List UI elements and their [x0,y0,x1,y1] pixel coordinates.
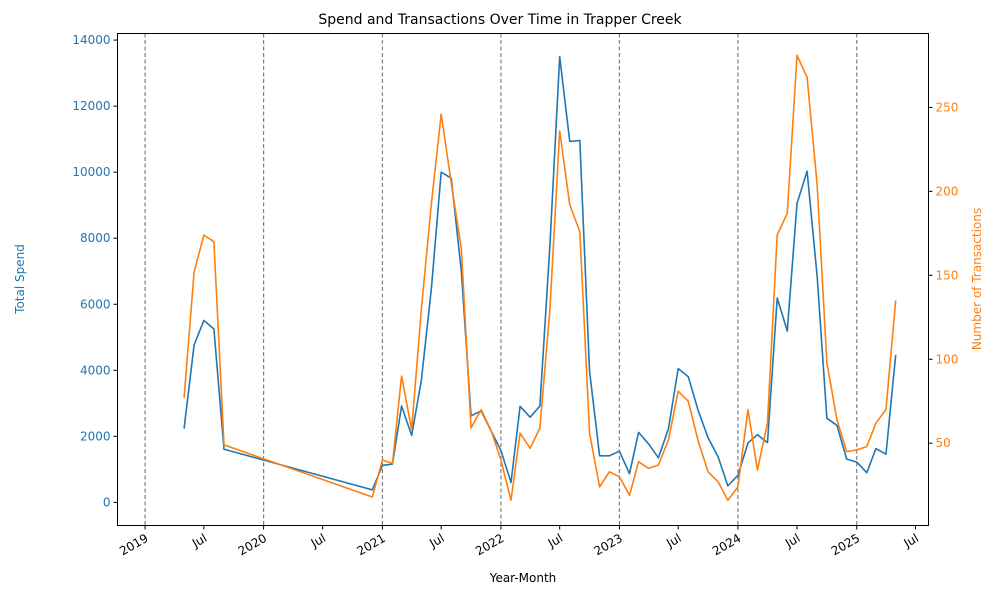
transactions-line [183,54,897,502]
y-axis-right: 50 100 150 200 250 [928,100,959,450]
x-tick-label: Jul [782,531,802,551]
y-axis-left: 0 2000 4000 6000 8000 10000 12000 14000 [72,33,118,509]
y-left-tick-label: 14000 [72,33,110,47]
chart-title: Spend and Transactions Over Time in Trap… [318,12,682,28]
y-axis-left-label: Total Spend [13,244,27,315]
year-divider-lines [144,33,858,526]
y-right-tick-label: 250 [936,100,959,114]
y-left-tick-label: 2000 [80,429,111,443]
y-right-tick-label: 200 [936,184,959,198]
x-tick-label: Jul [663,531,683,551]
x-tick-label: Jul [308,531,328,551]
spend-line [183,55,897,491]
x-tick-label: Jul [545,531,565,551]
x-tick-label: Jul [426,531,446,551]
y-left-tick-label: 8000 [80,231,111,245]
y-left-tick-label: 12000 [72,99,110,113]
y-left-tick-label: 0 [103,495,111,509]
plot-frame [117,33,929,526]
series-lines [183,54,897,502]
x-tick-label: Jul [189,531,209,551]
y-left-tick-label: 6000 [80,297,111,311]
x-axis-label: Year-Month [489,571,557,585]
y-right-tick-label: 100 [936,352,959,366]
y-right-tick-label: 50 [936,436,951,450]
y-axis-right-label: Number of Transactions [970,208,984,350]
x-tick-label: Jul [901,531,921,551]
y-right-tick-label: 150 [936,268,959,282]
y-left-tick-label: 10000 [72,165,110,179]
y-left-tick-label: 4000 [80,363,111,377]
